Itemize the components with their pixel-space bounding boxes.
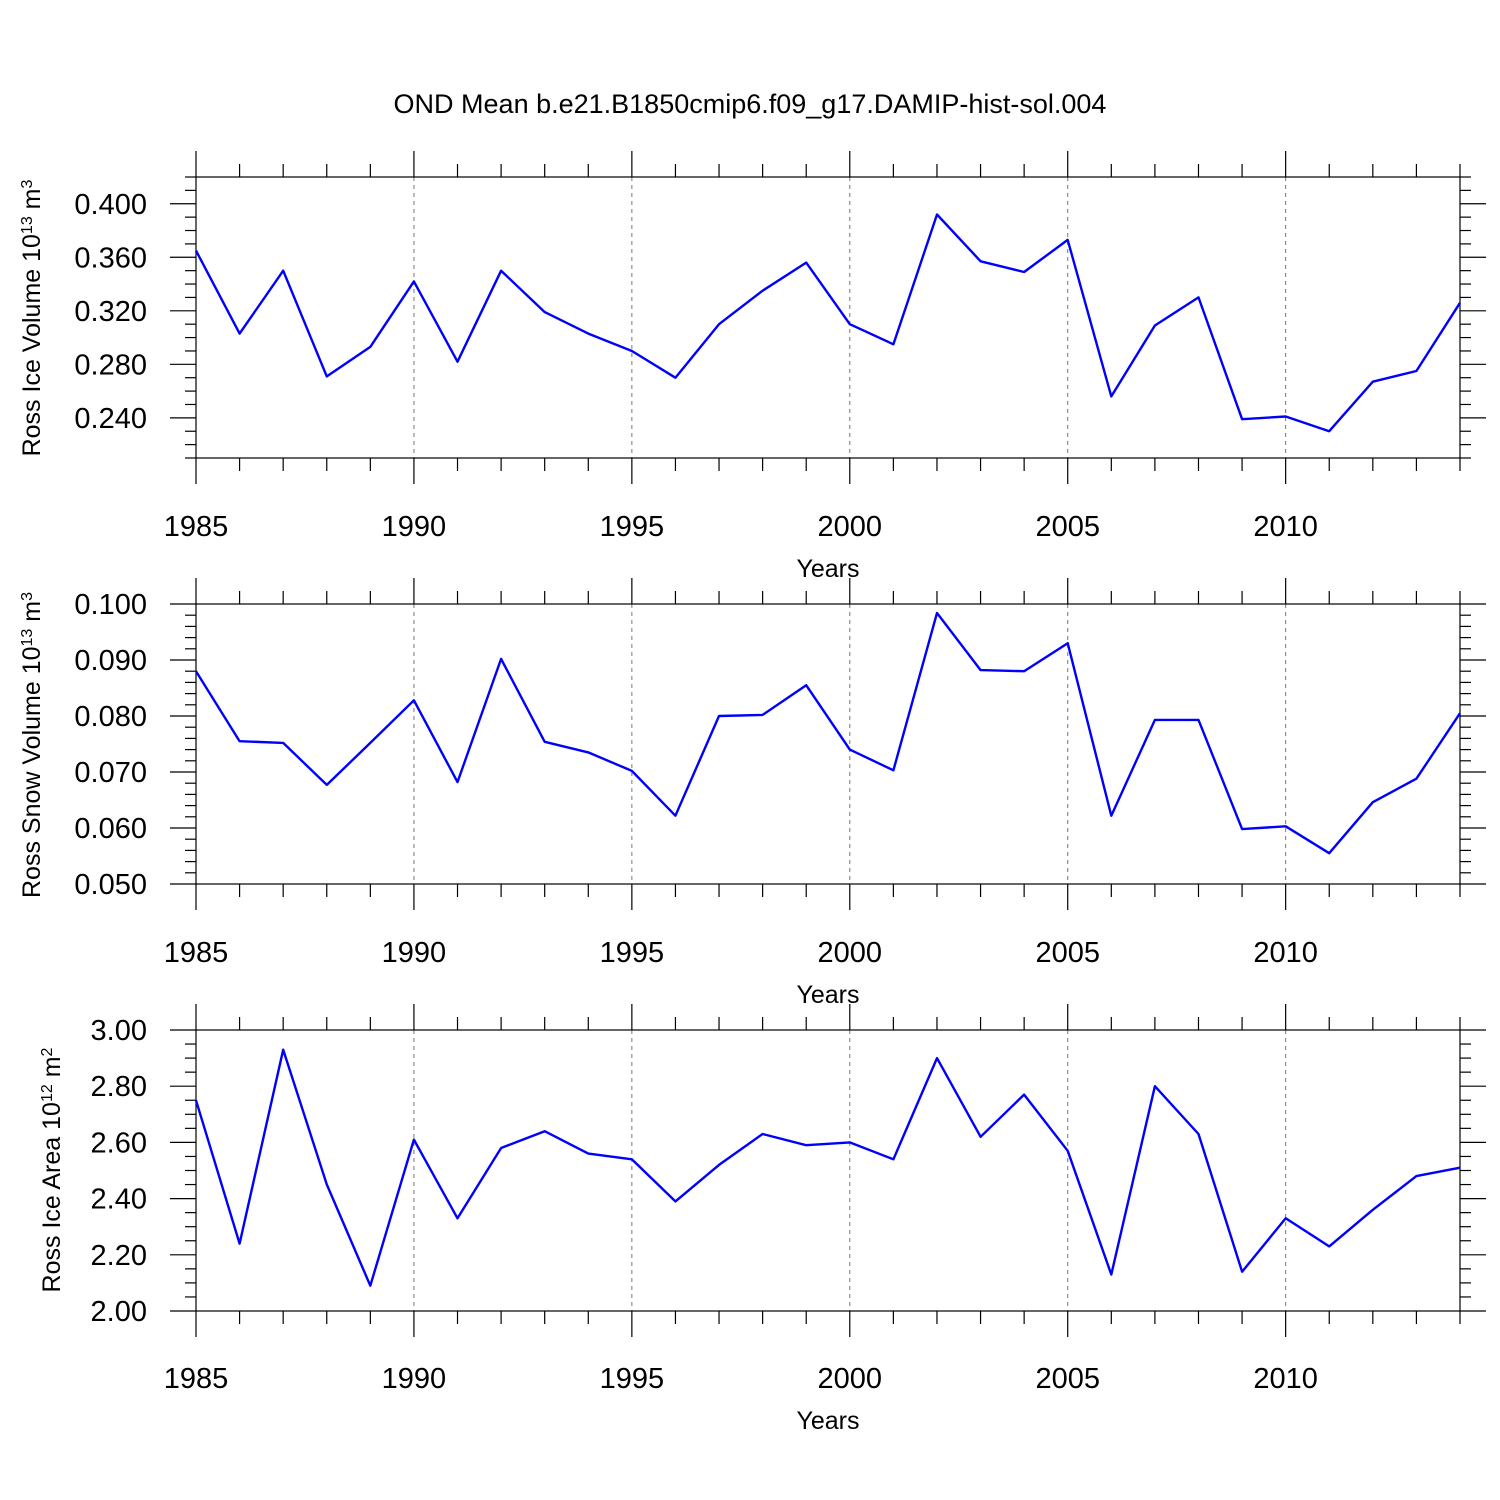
y-tick-label: 0.070 xyxy=(74,757,147,789)
x-tick-label: 1995 xyxy=(600,1363,665,1395)
x-tick-label: 2000 xyxy=(818,937,883,969)
x-tick-label: 2005 xyxy=(1035,1363,1100,1395)
plot-frame xyxy=(195,603,1461,885)
y-axis-label: Ross Ice Area 1012 m2 xyxy=(38,1047,66,1292)
x-axis-label: Years xyxy=(796,981,859,1009)
y-label-unit-exponent: 3 xyxy=(19,179,36,188)
panel-2: 0.050 0.060 0.070 0.080 0.090 0.100 1985 1990 19… xyxy=(18,578,1486,1009)
y-tick-label: 2.80 xyxy=(91,1071,147,1103)
y-tick-label: 2.40 xyxy=(91,1184,147,1216)
x-tick-label: 1990 xyxy=(382,1363,447,1395)
x-tick-label: 2010 xyxy=(1253,511,1318,543)
y-tick-label: 0.090 xyxy=(74,645,147,677)
x-tick-label: 1985 xyxy=(164,937,229,969)
x-tick-label: 2005 xyxy=(1035,511,1100,543)
x-axis-label: Years xyxy=(796,555,859,583)
y-axis-label: Ross Ice Volume 1013 m3 xyxy=(18,179,46,456)
series-line xyxy=(194,611,1461,855)
chart-title: OND Mean b.e21.B1850cmip6.f09_g17.DAMIP-… xyxy=(394,89,1107,119)
y-tick-label: 2.20 xyxy=(91,1240,147,1272)
y-label-text: Ross Ice Area 10 xyxy=(38,1102,66,1292)
y-tick-label: 0.060 xyxy=(74,813,147,845)
panel-1: 0.240 0.280 0.320 0.360 0.400 1985 1990 1995 200… xyxy=(18,151,1486,583)
y-tick-label: 0.050 xyxy=(74,869,147,901)
x-tick-label: 1995 xyxy=(600,511,665,543)
x-tick-label: 2005 xyxy=(1035,937,1100,969)
y-label-unit-exponent: 3 xyxy=(19,592,36,601)
y-tick-label: 0.240 xyxy=(74,403,147,435)
plot-frame xyxy=(195,1029,1461,1312)
y-label-text: Ross Snow Volume 10 xyxy=(18,646,46,898)
y-tick-label: 0.280 xyxy=(74,349,147,381)
y-label-exponent: 12 xyxy=(39,1084,56,1102)
series-line xyxy=(194,213,1462,433)
x-tick-label: 1995 xyxy=(600,937,665,969)
plot-frame xyxy=(195,176,1461,459)
y-label-unit-exponent: 2 xyxy=(39,1047,56,1056)
panel-3: 2.00 2.20 2.40 2.60 2.80 3.00 1985 1990 1995 2000… xyxy=(38,1004,1486,1435)
y-label-text: Ross Ice Volume 10 xyxy=(18,234,46,456)
x-tick-label: 2010 xyxy=(1253,1363,1318,1395)
y-label-exponent: 13 xyxy=(19,629,36,647)
y-tick-label: 0.320 xyxy=(74,296,147,328)
y-label-exponent: 13 xyxy=(19,216,36,234)
y-label-unit: m xyxy=(18,188,46,216)
y-tick-label: 0.100 xyxy=(74,589,147,621)
series-line xyxy=(194,1048,1461,1287)
x-tick-label: 2000 xyxy=(818,1363,883,1395)
y-tick-label: 2.00 xyxy=(91,1296,147,1328)
y-tick-label: 0.080 xyxy=(74,701,147,733)
x-axis-label: Years xyxy=(796,1407,859,1435)
x-tick-label: 1985 xyxy=(164,1363,229,1395)
x-tick-label: 1990 xyxy=(382,937,447,969)
y-tick-label: 0.360 xyxy=(74,242,147,274)
y-tick-label: 2.60 xyxy=(91,1127,147,1159)
y-label-unit: m xyxy=(18,601,46,629)
y-axis-label: Ross Snow Volume 1013 m3 xyxy=(18,592,46,898)
x-tick-label: 1985 xyxy=(164,511,229,543)
y-tick-label: 0.400 xyxy=(74,189,147,221)
y-tick-label: 3.00 xyxy=(91,1015,147,1047)
x-tick-label: 2010 xyxy=(1253,937,1318,969)
x-tick-label: 2000 xyxy=(818,511,883,543)
y-label-unit: m xyxy=(38,1056,66,1084)
x-tick-label: 1990 xyxy=(382,511,447,543)
